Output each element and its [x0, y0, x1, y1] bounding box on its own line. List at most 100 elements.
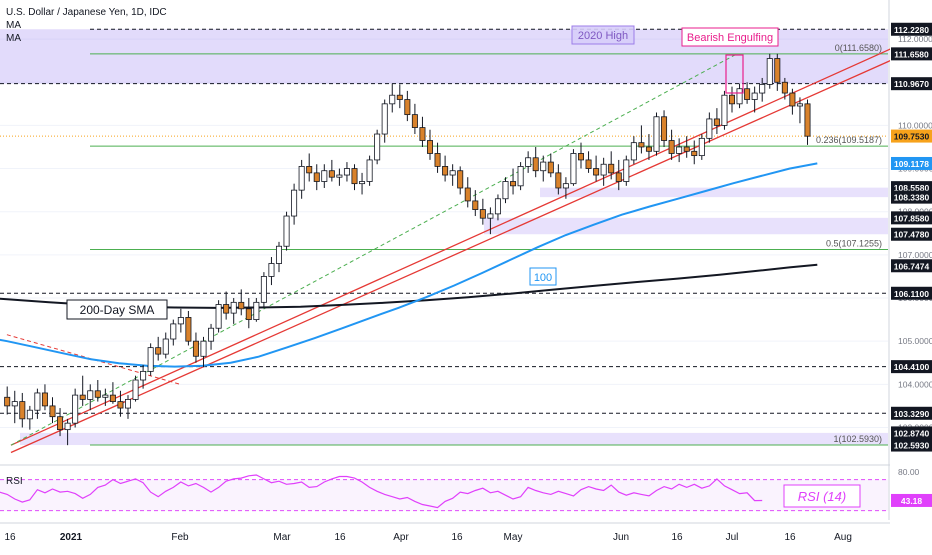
candle[interactable] [298, 159, 305, 199]
candle[interactable] [253, 298, 260, 322]
candle[interactable] [698, 134, 705, 160]
candle[interactable] [668, 129, 675, 160]
candle[interactable] [419, 116, 426, 147]
price-tag[interactable]: 102.5930 [891, 438, 932, 452]
candles-layer[interactable] [4, 53, 811, 446]
candle[interactable] [238, 289, 245, 316]
candle[interactable] [4, 386, 11, 415]
candle[interactable] [442, 155, 449, 182]
candle[interactable] [268, 257, 275, 286]
candle[interactable] [578, 142, 585, 169]
candle[interactable] [223, 291, 230, 320]
indicator-ma-2[interactable]: MA [6, 33, 21, 44]
candle[interactable] [185, 310, 192, 346]
price-tag[interactable]: 106.1100 [891, 286, 932, 300]
candle[interactable] [343, 162, 350, 182]
candle[interactable] [117, 390, 124, 417]
candle[interactable] [683, 136, 690, 158]
candle[interactable] [751, 86, 758, 113]
candle[interactable] [162, 332, 169, 359]
candle[interactable] [170, 319, 177, 346]
candle[interactable] [230, 298, 237, 324]
candle[interactable] [706, 112, 713, 143]
candle[interactable] [532, 146, 539, 178]
candle[interactable] [630, 136, 637, 165]
price-tag[interactable]: 111.6580 [891, 47, 932, 61]
time-axis[interactable]: 16 2021 Feb Mar 16 Apr 16 May Jun 16 Jul 16 Aug [0, 522, 890, 543]
candle[interactable] [781, 77, 788, 100]
candle[interactable] [404, 90, 411, 122]
candle[interactable] [789, 88, 796, 115]
candle[interactable] [411, 103, 418, 135]
indicator-ma-1[interactable]: MA [6, 20, 21, 31]
candle[interactable] [11, 390, 18, 424]
candle[interactable] [147, 343, 154, 376]
candle[interactable] [547, 153, 554, 178]
candle[interactable] [774, 53, 781, 91]
candle[interactable] [525, 151, 532, 173]
candle[interactable] [208, 323, 215, 350]
candle[interactable] [804, 99, 811, 145]
candle[interactable] [177, 308, 184, 333]
price-tag[interactable]: 104.4100 [891, 360, 932, 374]
candle[interactable] [676, 138, 683, 163]
candle[interactable] [472, 190, 479, 217]
candle[interactable] [517, 162, 524, 191]
candle[interactable] [744, 82, 751, 104]
candle[interactable] [615, 159, 622, 191]
candle[interactable] [306, 153, 313, 182]
price-tag[interactable]: 108.3380 [891, 190, 932, 204]
price-tag[interactable]: 112.2280 [891, 22, 932, 36]
candle[interactable] [200, 336, 207, 368]
candle[interactable] [449, 164, 456, 186]
candle[interactable] [374, 129, 381, 165]
candle[interactable] [562, 177, 569, 199]
candle[interactable] [457, 166, 464, 195]
candle[interactable] [125, 395, 132, 419]
candle[interactable] [381, 99, 388, 143]
candle[interactable] [245, 298, 252, 329]
price-tag[interactable]: 106.7474 [891, 259, 932, 273]
candle[interactable] [434, 142, 441, 173]
price-tag[interactable]: 109.7530 [891, 129, 932, 143]
candle[interactable] [729, 86, 736, 113]
rsi-axis-tag[interactable]: 80.00 43.18 [891, 467, 932, 507]
candle[interactable] [79, 375, 86, 406]
candle[interactable] [479, 198, 486, 225]
candle[interactable] [49, 397, 56, 424]
candle[interactable] [321, 164, 328, 188]
candle[interactable] [328, 159, 335, 182]
candle[interactable] [600, 157, 607, 186]
candle[interactable] [638, 125, 645, 154]
price-axis[interactable]: 112.0000111.0000110.0000109.0000108.0000… [890, 0, 932, 550]
candle[interactable] [155, 336, 162, 361]
candle[interactable] [396, 84, 403, 109]
candle[interactable] [57, 408, 64, 437]
candle[interactable] [585, 151, 592, 173]
candle[interactable] [555, 164, 562, 195]
candle[interactable] [645, 134, 652, 160]
candle[interactable] [260, 272, 267, 307]
candle[interactable] [608, 151, 615, 180]
candle[interactable] [64, 418, 71, 446]
candle[interactable] [623, 155, 630, 186]
candle[interactable] [359, 172, 366, 195]
candle[interactable] [510, 168, 517, 195]
price-tag[interactable]: 110.9670 [891, 77, 932, 91]
candle[interactable] [291, 183, 298, 225]
candle[interactable] [570, 149, 577, 186]
candle[interactable] [487, 207, 494, 235]
price-tag[interactable]: 102.8740 [891, 426, 932, 440]
candle[interactable] [502, 177, 509, 204]
candle[interactable] [426, 129, 433, 160]
candle[interactable] [275, 241, 282, 273]
candle[interactable] [351, 164, 358, 191]
candle[interactable] [713, 108, 720, 135]
candle[interactable] [109, 382, 116, 404]
candle[interactable] [721, 90, 728, 130]
candle[interactable] [366, 155, 373, 186]
candle[interactable] [593, 155, 600, 182]
candle[interactable] [759, 77, 766, 102]
candle[interactable] [72, 388, 79, 428]
